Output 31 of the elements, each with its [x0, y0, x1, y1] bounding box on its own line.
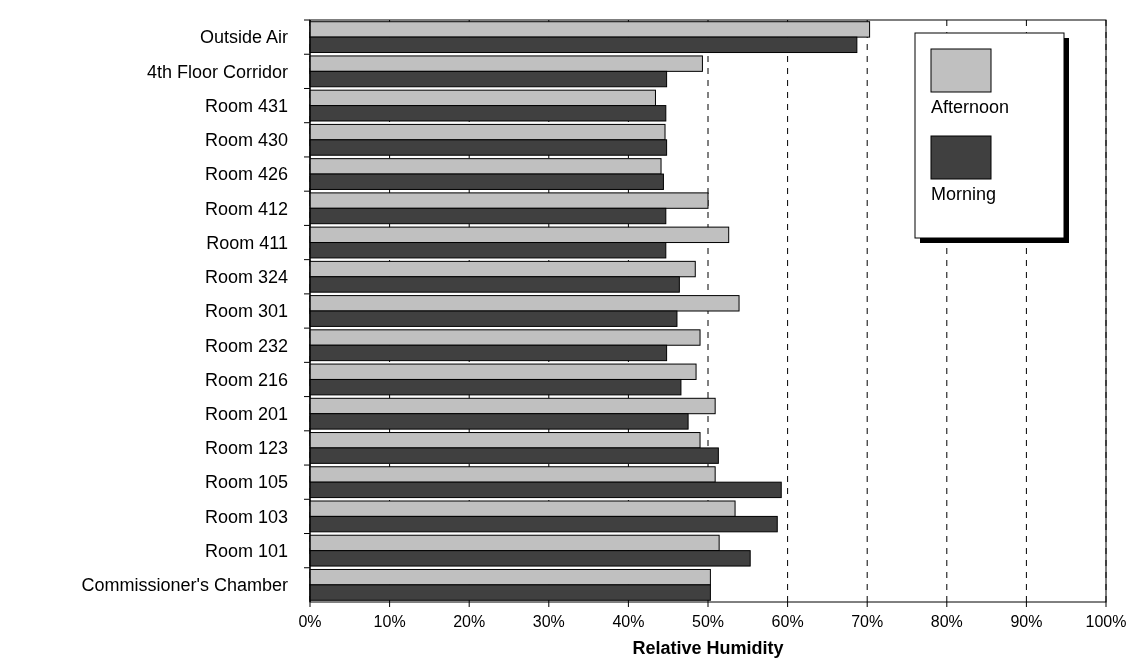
x-tick-label: 10%: [373, 613, 406, 630]
y-tick-label: Room 201: [204, 404, 288, 425]
x-axis-title: Relative Humidity: [632, 638, 784, 658]
y-tick-label: Commissioner's Chamber: [81, 575, 288, 596]
y-tick-label: Room 324: [204, 267, 288, 288]
x-tick-label: 30%: [532, 613, 565, 630]
x-tick-label: 50%: [691, 613, 725, 630]
x-tick-label: 90%: [1010, 613, 1043, 630]
y-tick-label: Room 431: [204, 95, 288, 116]
x-tick-label: 40%: [612, 613, 645, 630]
y-tick-label: Room 103: [204, 506, 288, 527]
x-tick-label: 20%: [453, 613, 486, 630]
y-tick-label: Room 426: [204, 164, 288, 185]
y-tick-label: Room 101: [204, 540, 288, 561]
y-tick-label: Room 232: [204, 335, 288, 356]
y-tick-label: Room 411: [206, 232, 288, 253]
y-tick-label: Outside Air: [199, 27, 288, 48]
x-tick-label: 80%: [930, 613, 963, 630]
y-tick-label: Room 123: [204, 438, 288, 459]
legend-label: Afternoon: [931, 97, 1010, 117]
y-tick-label: Room 216: [204, 369, 288, 390]
y-tick-label: Room 430: [204, 130, 288, 151]
legend-label: Morning: [931, 184, 997, 204]
x-tick-label: 0%: [298, 613, 322, 630]
x-tick-label: 60%: [771, 613, 804, 630]
y-tick-label: 4th Floor Corridor: [146, 61, 289, 82]
x-tick-label: 100%: [1085, 613, 1127, 630]
y-tick-label: Room 301: [204, 301, 288, 322]
y-tick-label: Room 105: [204, 472, 288, 493]
x-tick-label: 70%: [851, 613, 884, 630]
y-tick-label: Room 412: [204, 198, 288, 219]
